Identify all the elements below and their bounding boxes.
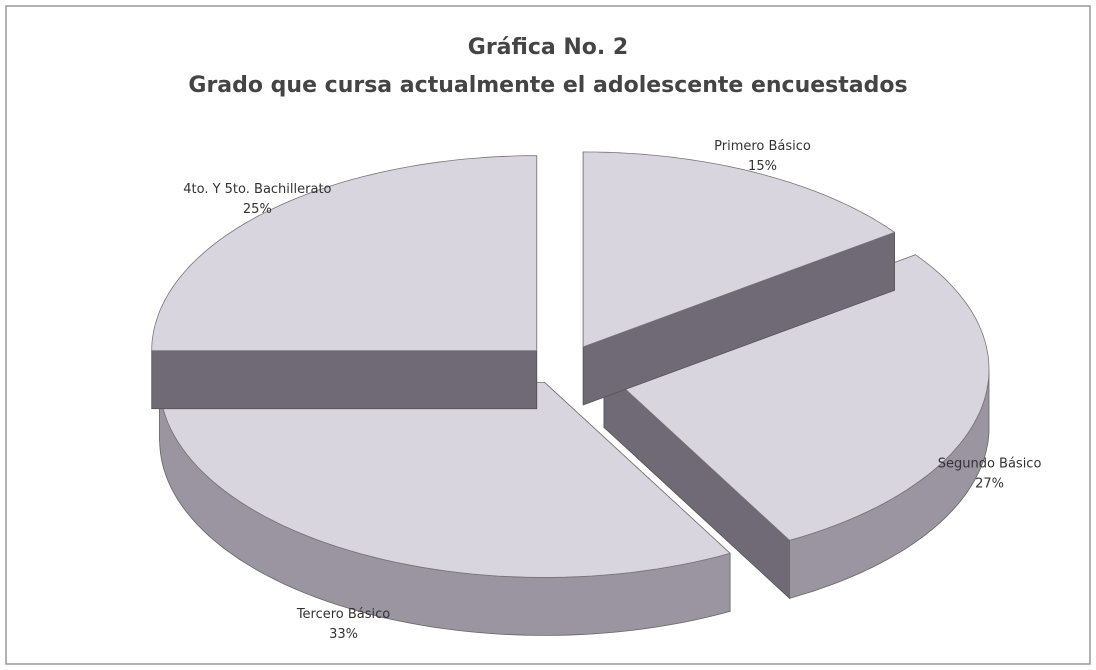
slice-top: [603, 254, 990, 541]
chart-subtitle: Grado que cursa actualmente el adolescen…: [188, 73, 907, 98]
slice-top: [151, 155, 538, 352]
category-label: 4to. Y 5to. Bachillerato: [183, 182, 331, 197]
category-label: Tercero Básico: [296, 607, 390, 622]
slice-top: [582, 151, 896, 348]
pie-slice: [159, 381, 731, 636]
category-label: Primero Básico: [714, 139, 811, 154]
value-label: 15%: [748, 159, 777, 174]
value-label: 33%: [329, 627, 358, 642]
pie-slice: [582, 151, 896, 406]
slice-top: [159, 381, 731, 578]
category-label: Segundo Básico: [938, 457, 1042, 472]
slice-side: [151, 350, 538, 410]
pie-slice: [151, 155, 538, 410]
chart-title: Gráfica No. 2: [468, 35, 628, 60]
value-label: 27%: [975, 477, 1004, 492]
value-label: 25%: [243, 202, 272, 217]
